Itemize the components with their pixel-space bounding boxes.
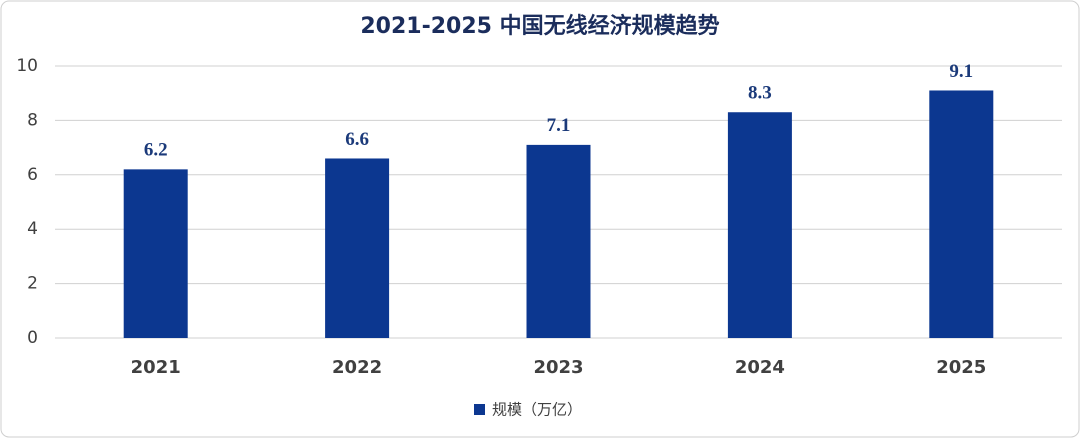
data-label: 7.1 [547, 115, 571, 136]
bar [325, 158, 390, 338]
legend-label: 规模（万亿） [492, 401, 582, 419]
x-tick-label: 2025 [936, 357, 986, 378]
x-tick-label: 2023 [533, 357, 583, 378]
y-tick-label: 8 [27, 110, 38, 130]
chart-title: 2021-2025 中国无线经济规模趋势 [360, 13, 719, 39]
bar [727, 112, 792, 339]
data-label: 9.1 [949, 61, 973, 82]
y-tick-label: 4 [27, 219, 38, 239]
bar [929, 90, 994, 338]
bar [526, 144, 591, 338]
y-tick-label: 0 [27, 328, 38, 348]
y-tick-label: 2 [27, 274, 38, 294]
y-tick-label: 10 [16, 56, 38, 76]
y-tick-label: 6 [27, 165, 38, 185]
x-tick-label: 2022 [332, 357, 382, 378]
legend-swatch [474, 404, 485, 415]
data-label: 6.2 [144, 140, 168, 161]
x-tick-label: 2021 [131, 357, 181, 378]
x-tick-label: 2024 [735, 357, 785, 378]
bar [123, 169, 188, 338]
data-label: 8.3 [748, 83, 772, 104]
data-label: 6.6 [345, 129, 369, 150]
